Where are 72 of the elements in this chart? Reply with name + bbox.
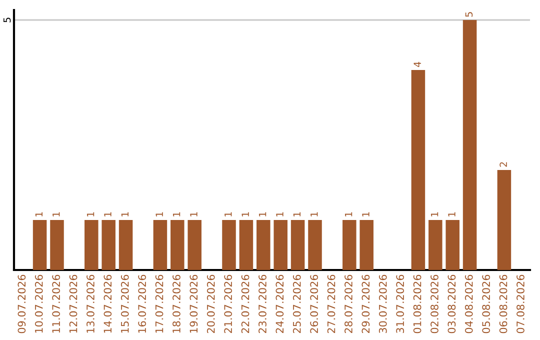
bar <box>290 220 305 270</box>
x-tick-label: 05.08.2026 <box>482 274 490 334</box>
x-tick-label: 06.08.2026 <box>499 274 508 334</box>
bar <box>102 220 116 270</box>
x-tick-label: 11.07.2026 <box>52 274 60 333</box>
x-tick-label: 29.07.2026 <box>362 274 370 334</box>
x-tick-label: 18.07.2026 <box>172 274 180 333</box>
data-label: 1 <box>430 212 438 216</box>
data-label: 1 <box>224 212 232 216</box>
bar <box>239 220 254 270</box>
bar <box>256 220 270 270</box>
x-tick-label: 21.07.2026 <box>224 274 232 334</box>
data-label: 1 <box>52 212 60 216</box>
bar <box>274 220 288 270</box>
data-label: 1 <box>344 212 352 216</box>
data-label: 1 <box>242 212 249 216</box>
x-tick-label: 17.07.2026 <box>155 274 164 333</box>
bar <box>462 20 477 270</box>
data-label: 1 <box>293 212 300 216</box>
data-label: 5 <box>465 12 473 17</box>
data-label: 1 <box>104 212 112 216</box>
bar <box>170 220 184 270</box>
data-label: 2 <box>500 162 507 167</box>
x-tick-label: 02.08.2026 <box>430 274 438 334</box>
x-tick-label: 22.07.2026 <box>241 274 250 334</box>
x-tick-label: 27.07.2026 <box>327 274 336 334</box>
data-label: 1 <box>310 212 318 216</box>
x-tick-label: 30.07.2026 <box>378 274 387 334</box>
x-tick-label: 01.08.2026 <box>413 274 422 334</box>
bar <box>222 220 236 270</box>
bar <box>50 220 64 270</box>
bar <box>342 220 356 270</box>
data-label: 1 <box>448 212 456 216</box>
data-label: 1 <box>172 212 180 216</box>
x-tick-label: 09.07.2026 <box>18 274 26 334</box>
data-label: 1 <box>258 212 266 216</box>
x-tick-label: 13.07.2026 <box>86 274 94 333</box>
x-tick-label: 25.07.2026 <box>292 274 301 334</box>
x-tick-label: 19.07.2026 <box>190 274 198 333</box>
data-label: 1 <box>121 212 128 216</box>
data-label: 1 <box>156 212 163 216</box>
data-label: 1 <box>86 212 94 216</box>
bar <box>188 220 202 270</box>
x-tick-label: 23.07.2026 <box>258 274 266 334</box>
x-tick-label: 07.08.2026 <box>516 274 524 334</box>
bar <box>360 220 374 270</box>
bar <box>32 220 47 270</box>
data-label: 1 <box>190 212 198 216</box>
bar <box>153 220 168 270</box>
x-tick-label: 10.07.2026 <box>34 274 43 333</box>
data-label: 4 <box>414 62 421 68</box>
x-tick-label: 03.08.2026 <box>448 274 456 334</box>
bar <box>118 220 133 270</box>
x-tick-label: 31.07.2026 <box>396 274 404 334</box>
x-tick-label: 26.07.2026 <box>310 274 318 334</box>
bar <box>84 220 98 270</box>
bar <box>308 220 322 270</box>
bar <box>446 220 460 270</box>
x-tick-label: 24.07.2026 <box>276 274 284 334</box>
data-label: 1 <box>362 212 370 216</box>
bar <box>411 70 426 270</box>
x-tick-label: 15.07.2026 <box>120 274 129 333</box>
data-label: 1 <box>276 212 284 216</box>
x-tick-label: 20.07.2026 <box>206 274 215 334</box>
data-label: 1 <box>35 212 42 216</box>
bar <box>428 220 442 270</box>
x-tick-label: 04.08.2026 <box>464 274 473 334</box>
x-tick-label: 16.07.2026 <box>138 274 146 333</box>
x-tick-label: 14.07.2026 <box>104 274 112 333</box>
x-tick-label: 12.07.2026 <box>69 274 78 333</box>
bar <box>497 170 512 270</box>
x-tick-label: 28.07.2026 <box>344 274 352 334</box>
